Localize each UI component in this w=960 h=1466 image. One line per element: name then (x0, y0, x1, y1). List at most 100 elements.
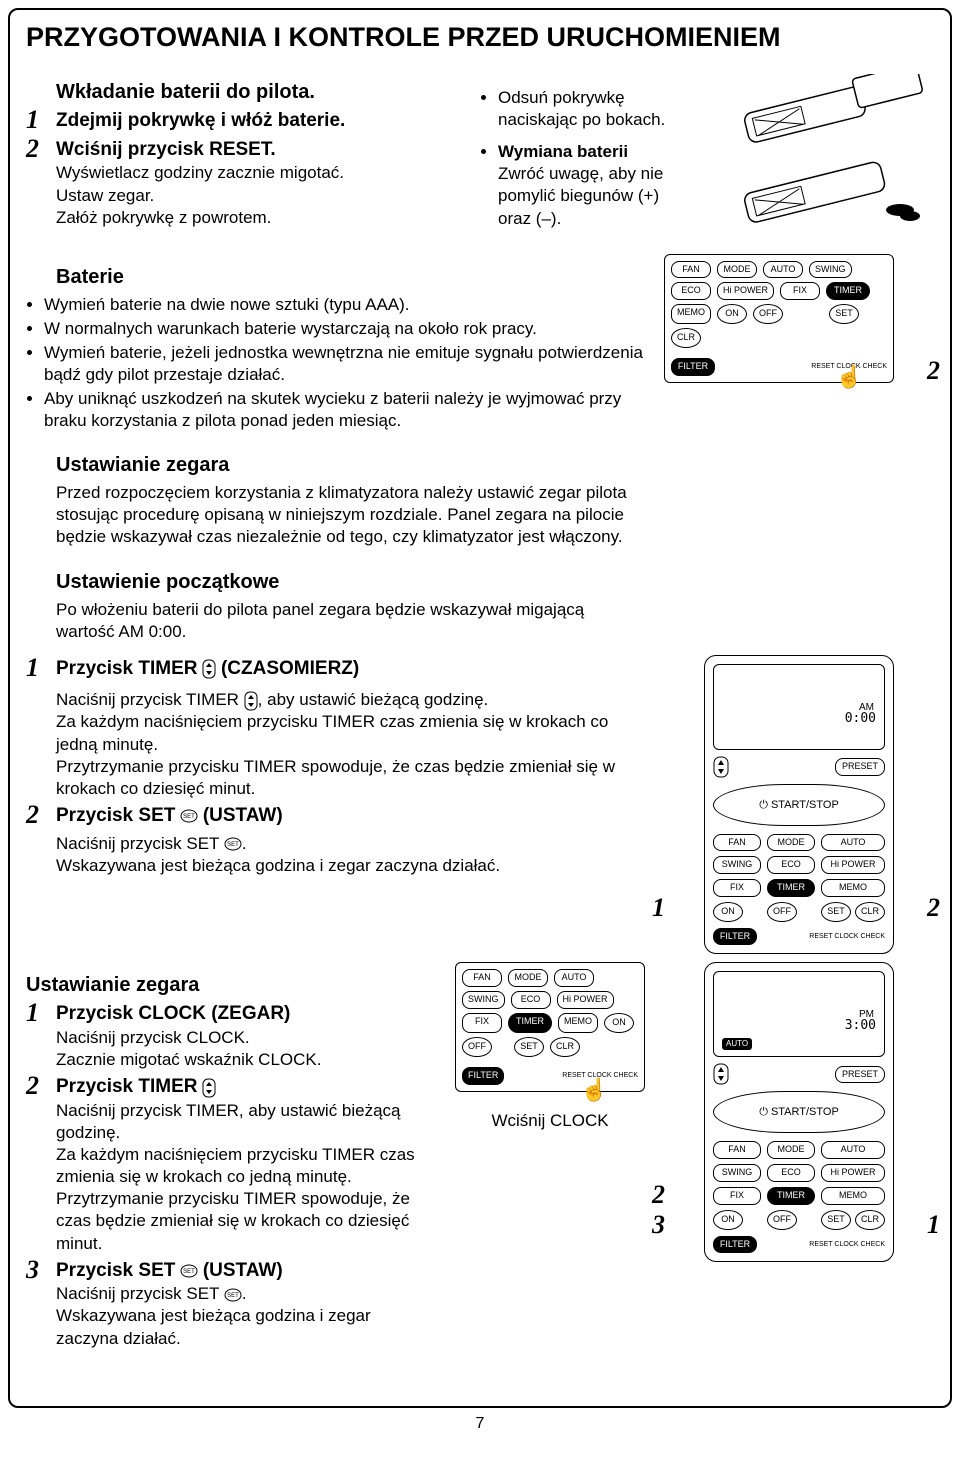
mode-button[interactable]: MODE (508, 969, 548, 987)
tip2: Wymiana baterii Zwróć uwagę, aby nie pom… (498, 141, 690, 229)
remote-full-am: AM AM 0:00 0:00 PRESET ⏻ START/STOP FAN … (704, 655, 894, 955)
step-number: 1 (26, 1000, 48, 1026)
auto-button[interactable]: AUTO (821, 1141, 885, 1159)
set-button[interactable]: SET (821, 1210, 851, 1230)
svg-text:SET: SET (227, 842, 239, 848)
callout-3: 3 (652, 1208, 665, 1242)
step2-sub3: Załóż pokrywkę z powrotem. (56, 208, 271, 227)
page-frame: PRZYGOTOWANIA I KONTROLE PRZED URUCHOMIE… (8, 8, 952, 1408)
temp-updown-icon[interactable] (713, 756, 729, 778)
startstop-button[interactable]: ⏻ START/STOP (713, 784, 885, 826)
memo-button[interactable]: MEMO (821, 879, 885, 897)
timer-button[interactable]: TIMER (508, 1013, 552, 1033)
fix-button[interactable]: FIX (462, 1013, 502, 1033)
mode-button[interactable]: MODE (717, 261, 757, 279)
fan-button[interactable]: FAN (713, 834, 761, 852)
clock-p1: Przed rozpoczęciem korzystania z klimaty… (56, 482, 644, 548)
bat-b3: Wymień baterie, jeżeli jednostka wewnętr… (44, 342, 644, 386)
bat-b4: Aby uniknąć uszkodzeń na skutek wycieku … (44, 388, 644, 432)
swing-button[interactable]: SWING (462, 991, 505, 1009)
auto-button[interactable]: AUTO (821, 834, 885, 852)
clr-button[interactable]: CLR (671, 328, 701, 348)
hipower-button[interactable]: Hi POWER (717, 282, 774, 300)
auto-button[interactable]: AUTO (554, 969, 594, 987)
clr-button[interactable]: CLR (855, 1210, 885, 1230)
temp-updown-icon[interactable] (713, 1063, 729, 1085)
set-button[interactable]: SET (821, 902, 851, 922)
insert-heading: Wkładanie baterii do pilota. (56, 79, 466, 105)
fan-button[interactable]: FAN (462, 969, 502, 987)
step-number: 3 (26, 1257, 48, 1283)
off-button[interactable]: OFF (767, 1210, 797, 1230)
eco-button[interactable]: ECO (511, 991, 551, 1009)
filter-button[interactable]: FILTER (671, 358, 715, 376)
set-button[interactable]: SET (829, 304, 859, 324)
off-button[interactable]: OFF (753, 304, 783, 324)
hipower-button[interactable]: Hi POWER (821, 1164, 885, 1182)
off-button[interactable]: OFF (462, 1037, 492, 1057)
clr-button[interactable]: CLR (550, 1037, 580, 1057)
fan-button[interactable]: FAN (713, 1141, 761, 1159)
memo-button[interactable]: MEMO (558, 1013, 598, 1033)
off-button[interactable]: OFF (767, 902, 797, 922)
swing-button[interactable]: SWING (809, 261, 852, 279)
remote-open-icon (714, 74, 924, 144)
preset-button[interactable]: PRESET (835, 1066, 885, 1084)
fix-button[interactable]: FIX (713, 879, 761, 897)
clock-section-row: Ustawianie zegara 1 Przycisk CLOCK (ZEGA… (26, 962, 934, 1353)
timer-step1-suffix: (CZASOMIERZ) (221, 658, 359, 679)
on-button[interactable]: ON (604, 1013, 634, 1033)
clr-button[interactable]: CLR (855, 902, 885, 922)
clock-press-panel: FAN MODE AUTO SWING ECO Hi POWER FIX TIM… (450, 962, 650, 1131)
battery-insert-left: Wkładanie baterii do pilota. 1 Zdejmij p… (26, 69, 466, 233)
filter-button[interactable]: FILTER (713, 1236, 757, 1254)
step2-sub1: Wyświetlacz godziny zacznie migotać. (56, 163, 344, 182)
hipower-button[interactable]: Hi POWER (557, 991, 614, 1009)
memo-button[interactable]: MEMO (671, 304, 711, 324)
remote-screen: AUTO PM 3:00 (713, 971, 885, 1057)
set-oval-icon: SET (224, 837, 242, 851)
timer-s1-b1: Naciśnij przycisk TIMER (56, 690, 239, 709)
pointer-hand-icon: ☝ (581, 1076, 608, 1105)
clock-heading: Ustawianie zegara (56, 452, 644, 478)
mode-button[interactable]: MODE (767, 834, 815, 852)
hipower-button[interactable]: Hi POWER (821, 856, 885, 874)
auto-button[interactable]: AUTO (763, 261, 803, 279)
svg-text:SET: SET (227, 1293, 239, 1299)
eco-button[interactable]: ECO (767, 1164, 815, 1182)
svg-text:SET: SET (183, 1269, 195, 1275)
clock-step-3: 3 Przycisk SET SET (USTAW) Naciśnij przy… (26, 1259, 436, 1350)
svg-text:SET: SET (183, 814, 195, 820)
preset-button[interactable]: PRESET (835, 758, 885, 776)
on-button[interactable]: ON (713, 902, 743, 922)
eco-button[interactable]: ECO (767, 856, 815, 874)
screen-auto-badge: AUTO (722, 1038, 752, 1050)
step-number: 2 (26, 1073, 48, 1099)
remote-button-panel-small: FAN MODE AUTO SWING ECO Hi POWER FIX TIM… (664, 254, 894, 383)
fix-button[interactable]: FIX (780, 282, 820, 300)
set-button[interactable]: SET (514, 1037, 544, 1057)
battery-insert-row: Wkładanie baterii do pilota. 1 Zdejmij p… (26, 69, 934, 236)
startstop-button[interactable]: ⏻ START/STOP (713, 1091, 885, 1133)
clock-step-2: 2 Przycisk TIMER Naciśnij przycisk TIMER… (26, 1075, 436, 1254)
on-button[interactable]: ON (713, 1210, 743, 1230)
timer-step1-label: Przycisk TIMER (56, 658, 198, 679)
step-number: 2 (26, 136, 48, 162)
timer-button[interactable]: TIMER (826, 282, 870, 300)
clock-s2-b3: Przytrzymanie przycisku TIMER spowoduje,… (56, 1189, 410, 1252)
reset-clock-label: RESET CLOCK CHECK (809, 932, 885, 941)
filter-button[interactable]: FILTER (462, 1067, 504, 1085)
remote-screen: AM AM 0:00 0:00 (713, 664, 885, 750)
memo-button[interactable]: MEMO (821, 1187, 885, 1205)
filter-button[interactable]: FILTER (713, 928, 757, 946)
fix-button[interactable]: FIX (713, 1187, 761, 1205)
swing-button[interactable]: SWING (713, 1164, 761, 1182)
swing-button[interactable]: SWING (713, 856, 761, 874)
fan-button[interactable]: FAN (671, 261, 711, 279)
on-button[interactable]: ON (717, 304, 747, 324)
timer-button[interactable]: TIMER (767, 1187, 815, 1205)
batteries-heading: Baterie (56, 264, 644, 290)
timer-button[interactable]: TIMER (767, 879, 815, 897)
eco-button[interactable]: ECO (671, 282, 711, 300)
mode-button[interactable]: MODE (767, 1141, 815, 1159)
